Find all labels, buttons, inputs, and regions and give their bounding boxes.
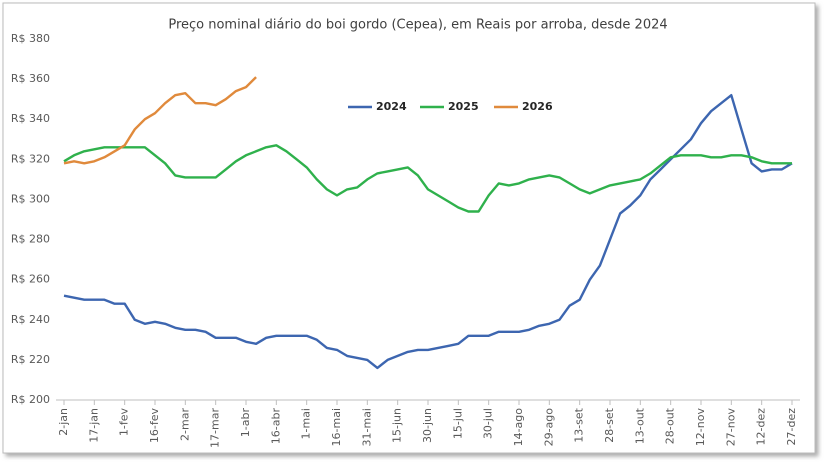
x-tick-label: 29-ago	[542, 408, 555, 447]
x-tick-label: 15-jul	[451, 408, 464, 439]
x-tick-label: 1-fev	[118, 408, 131, 437]
y-tick-label: R$ 280	[11, 233, 50, 246]
x-tick-label: 31-mai	[360, 408, 373, 446]
frame	[2, 2, 816, 454]
y-tick-label: R$ 260	[11, 273, 50, 286]
y-tick-label: R$ 340	[11, 112, 50, 125]
x-tick-label: 28-set	[603, 407, 616, 442]
x-tick-label: 13-out	[633, 407, 646, 444]
y-tick-label: R$ 300	[11, 192, 50, 205]
x-tick-label: 14-ago	[512, 408, 525, 447]
y-tick-label: R$ 220	[11, 353, 50, 366]
x-tick-label: 17-jan	[87, 408, 100, 443]
legend-label: 2026	[522, 100, 553, 113]
series-line	[63, 76, 257, 165]
y-tick-label: R$ 380	[11, 32, 50, 45]
x-tick-label: 2-jan	[57, 408, 70, 436]
x-tick-label: 17-mar	[209, 408, 222, 448]
x-tick-label: 16-mai	[330, 408, 343, 446]
x-tick-label: 27-nov	[724, 408, 737, 447]
series-line	[63, 144, 792, 213]
x-tick-label: 28-out	[664, 407, 677, 444]
legend-label: 2024	[376, 100, 407, 113]
y-tick-label: R$ 320	[11, 152, 50, 165]
y-tick-label: R$ 240	[11, 313, 50, 326]
y-tick-label: R$ 360	[11, 72, 50, 85]
series-line	[63, 94, 793, 370]
x-tick-label: 15-jun	[391, 408, 404, 443]
x-tick-label: 30-jul	[482, 408, 495, 439]
x-tick-label: 2-mar	[178, 408, 191, 441]
x-tick-label: 1-mai	[300, 408, 313, 439]
x-tick-label: 12-nov	[694, 408, 707, 447]
legend-label: 2025	[448, 100, 479, 113]
x-tick-label: 16-fev	[148, 408, 161, 444]
x-tick-label: 13-set	[573, 407, 586, 442]
x-tick-label: 27-dez	[785, 408, 798, 446]
x-tick-label: 16-abr	[269, 408, 282, 445]
chart-title: Preço nominal diário do boi gordo (Cepea…	[168, 18, 667, 33]
y-tick-label: R$ 200	[11, 393, 50, 406]
x-tick-label: 12-dez	[755, 408, 768, 446]
x-tick-label: 30-jun	[421, 408, 434, 443]
x-tick-label: 1-abr	[239, 408, 252, 438]
